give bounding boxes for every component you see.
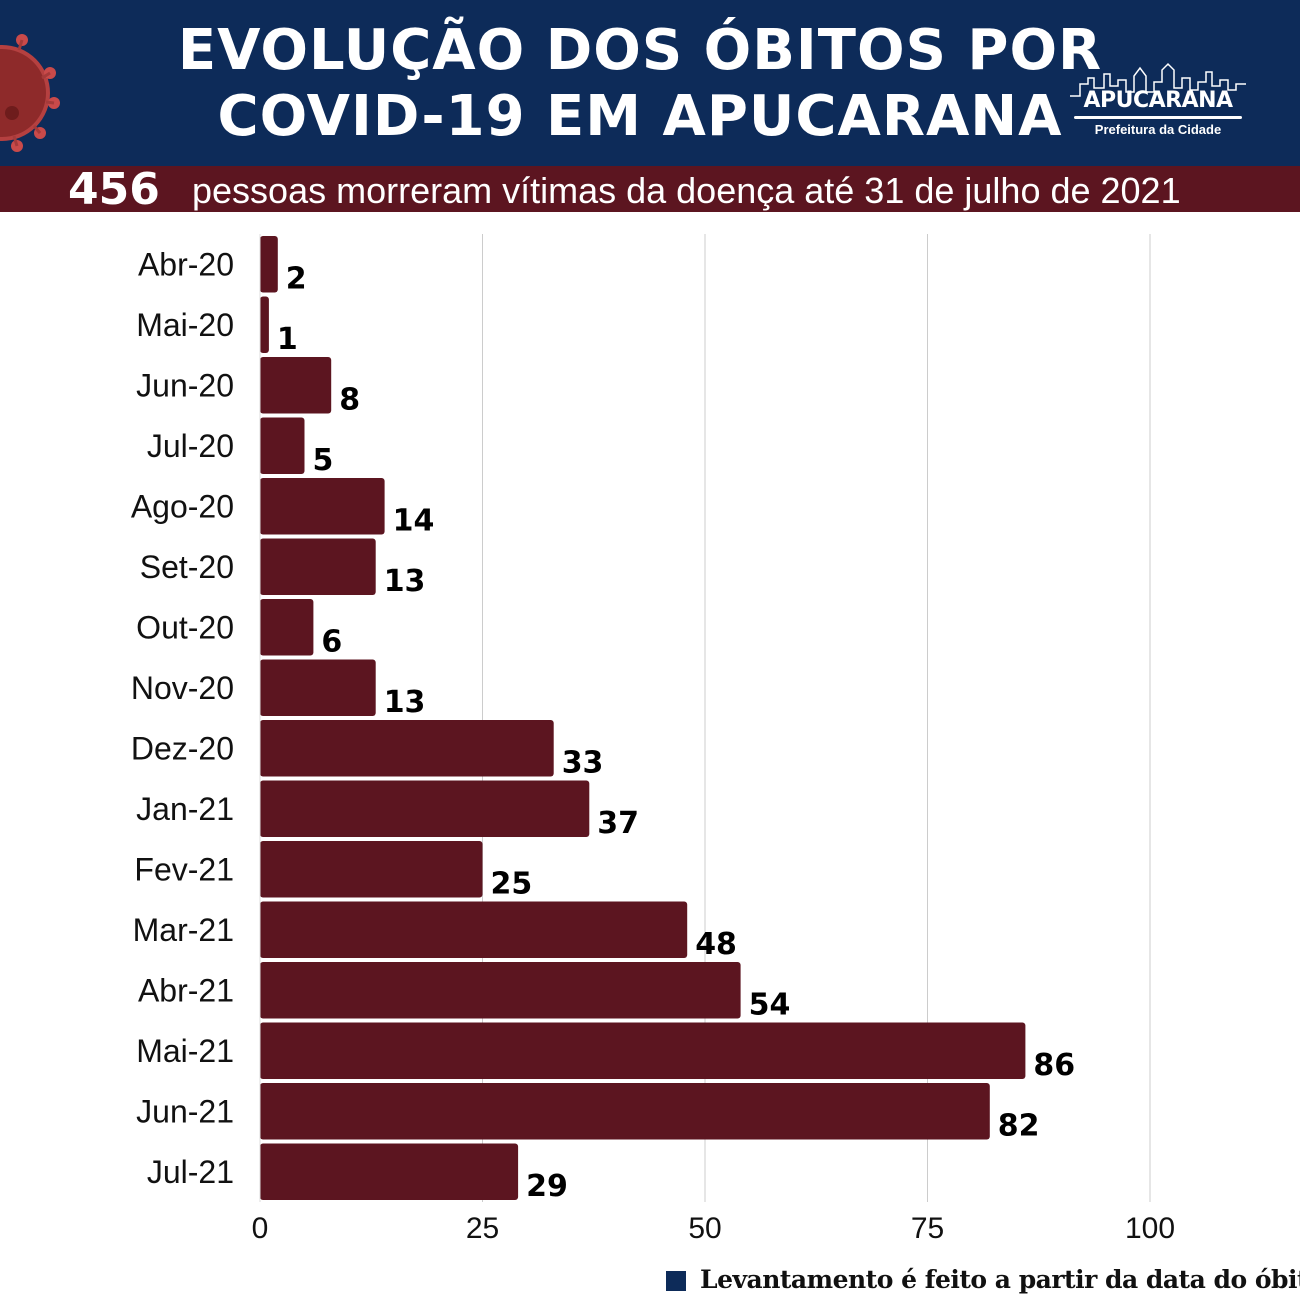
- category-label: Mar-21: [133, 912, 234, 948]
- bar-Jul-21: [260, 1143, 519, 1200]
- category-label: Jun-20: [136, 367, 234, 403]
- category-label: Set-20: [140, 549, 234, 585]
- bar-Jun-21: [260, 1083, 990, 1140]
- category-label: Ago-20: [131, 488, 234, 524]
- footnote-text: Levantamento é feito a partir da data do…: [700, 1265, 1300, 1294]
- bar-Out-20: [260, 599, 314, 656]
- data-label: 1: [277, 322, 298, 357]
- apucarana-logo: APUCARANA Prefeitura da Cidade: [1066, 58, 1250, 144]
- x-tick-label: 100: [1125, 1212, 1175, 1245]
- legend-swatch: [666, 1271, 686, 1291]
- x-tick-label: 50: [688, 1212, 721, 1245]
- bar-Dez-20: [260, 720, 554, 777]
- x-tick-label: 0: [252, 1212, 269, 1245]
- summary-bar: [0, 166, 1300, 212]
- bar-Abr-20: [260, 236, 278, 293]
- coronavirus-icon: [0, 34, 60, 152]
- bar-Ago-20: [260, 478, 385, 535]
- category-label: Jun-21: [136, 1093, 234, 1129]
- bar-Mai-21: [260, 1022, 1026, 1079]
- bar-Jun-20: [260, 357, 332, 414]
- bar-Abr-21: [260, 962, 741, 1019]
- page-title: EVOLUÇÃO DOS ÓBITOS POR COVID-19 EM APUC…: [140, 18, 1140, 150]
- logo-underline: [1074, 116, 1242, 119]
- category-label: Jul-20: [147, 428, 234, 464]
- bar-Nov-20: [260, 659, 376, 716]
- category-label: Abr-21: [138, 972, 234, 1008]
- category-label: Out-20: [136, 609, 234, 645]
- category-label: Jan-21: [136, 791, 234, 827]
- header-banner: EVOLUÇÃO DOS ÓBITOS POR COVID-19 EM APUC…: [0, 0, 1300, 166]
- title-line-1: EVOLUÇÃO DOS ÓBITOS POR: [177, 18, 1103, 83]
- city-skyline-icon: [1070, 62, 1246, 97]
- logo-subtitle: Prefeitura da Cidade: [1094, 122, 1222, 137]
- data-label: 5: [313, 443, 334, 478]
- bar-Mar-21: [260, 901, 688, 958]
- data-label: 37: [597, 806, 639, 841]
- category-label: Dez-20: [131, 730, 234, 766]
- data-label: 8: [339, 382, 360, 417]
- title-line-2: COVID-19 EM APUCARANA: [217, 84, 1063, 149]
- bar-Fev-21: [260, 841, 483, 898]
- data-label: 48: [695, 927, 737, 962]
- x-tick-label: 75: [911, 1212, 944, 1245]
- data-label: 82: [998, 1108, 1040, 1143]
- bar-Jul-20: [260, 417, 305, 474]
- category-label: Fev-21: [134, 851, 234, 887]
- data-label: 6: [321, 624, 342, 659]
- data-label: 13: [384, 685, 426, 720]
- x-tick-label: 25: [466, 1212, 499, 1245]
- data-label: 14: [393, 503, 435, 538]
- data-label: 25: [491, 866, 533, 901]
- bar-Mai-20: [260, 296, 269, 353]
- category-label: Jul-21: [147, 1154, 234, 1190]
- summary-text: pessoas morreram vítimas da doença até 3…: [192, 170, 1181, 211]
- bar-Set-20: [260, 538, 376, 595]
- data-label: 54: [749, 987, 791, 1022]
- category-label: Mai-21: [136, 1033, 234, 1069]
- logo-name: APUCARANA: [1083, 88, 1233, 113]
- category-label: Abr-20: [138, 246, 234, 282]
- data-label: 86: [1033, 1048, 1075, 1083]
- bar-Jan-21: [260, 780, 590, 837]
- data-label: 33: [562, 745, 604, 780]
- data-label: 13: [384, 564, 426, 599]
- total-deaths: 456: [68, 164, 160, 215]
- category-label: Nov-20: [131, 670, 234, 706]
- category-label: Mai-20: [136, 307, 234, 343]
- data-label: 29: [526, 1169, 568, 1204]
- data-label: 2: [286, 261, 307, 296]
- deaths-bar-chart: 0 25 50 75 100 Abr-20 2 Mai-20 1 Jun-20 8 Jul-20 5 Ag…: [131, 234, 1175, 1245]
